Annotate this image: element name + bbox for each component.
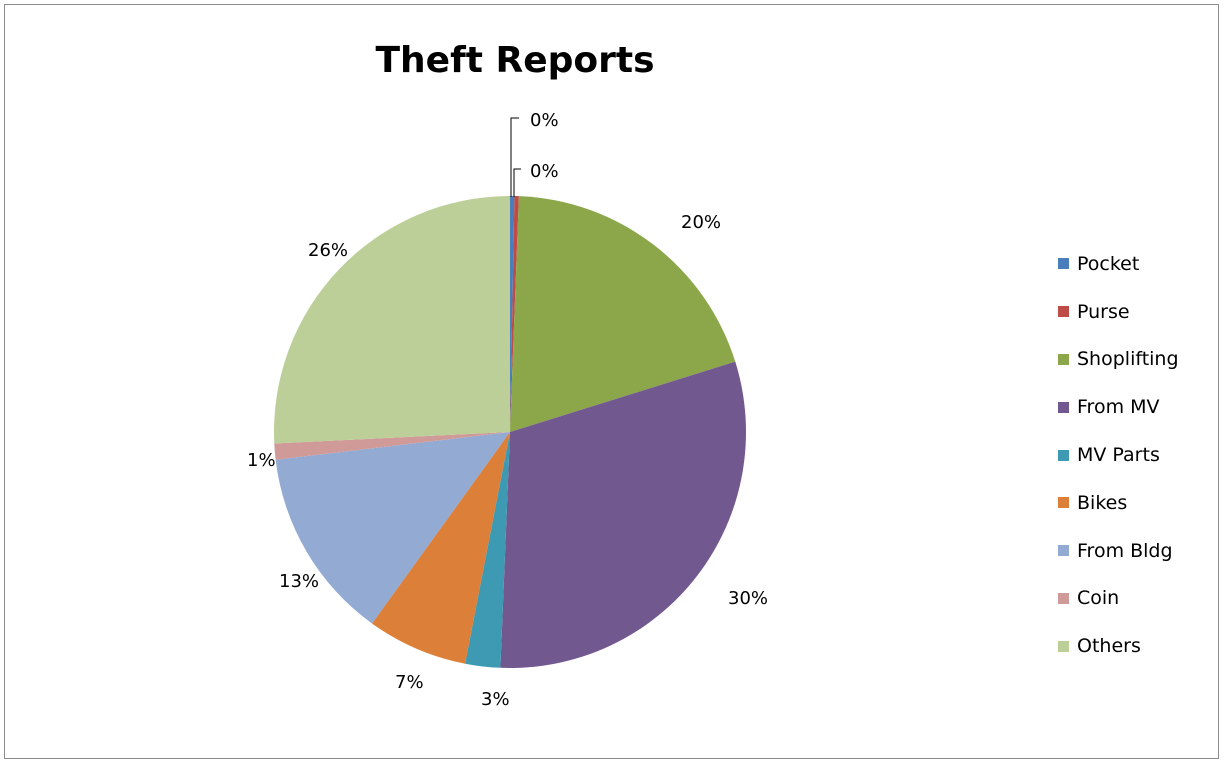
pie-slice-pocket bbox=[510, 196, 515, 432]
pie-slice-from-bldg bbox=[275, 432, 510, 624]
legend-item-pocket: Pocket bbox=[1058, 240, 1179, 288]
leader-line-pocket bbox=[510, 117, 519, 197]
legend-item-from-bldg: From Bldg bbox=[1058, 527, 1179, 575]
legend-swatch bbox=[1058, 401, 1069, 413]
pie-slice-others bbox=[274, 196, 510, 444]
legend-label: Purse bbox=[1077, 300, 1130, 323]
legend-label: Others bbox=[1077, 635, 1141, 658]
legend-swatch bbox=[1058, 592, 1069, 604]
pie-slice-shoplifting bbox=[510, 196, 736, 432]
data-label-mv-parts: 3% bbox=[481, 689, 510, 710]
data-label-pocket: 0% bbox=[530, 110, 559, 131]
legend-item-purse: Purse bbox=[1058, 288, 1179, 336]
legend-item-bikes: Bikes bbox=[1058, 479, 1179, 527]
data-label-coin: 1% bbox=[247, 450, 276, 471]
data-label-purse: 0% bbox=[530, 161, 559, 182]
legend-label: From MV bbox=[1077, 396, 1160, 419]
legend-label: From Bldg bbox=[1077, 539, 1173, 562]
data-label-from-bldg: 13% bbox=[279, 571, 319, 592]
leader-line-purse bbox=[513, 168, 521, 197]
pie-slice-coin bbox=[274, 432, 510, 460]
pie-slice-from-mv bbox=[500, 361, 746, 668]
legend-item-mv-parts: MV Parts bbox=[1058, 431, 1179, 479]
legend-swatch bbox=[1058, 258, 1069, 270]
legend-label: Pocket bbox=[1077, 252, 1140, 275]
legend-item-shoplifting: Shoplifting bbox=[1058, 336, 1179, 384]
data-label-from-mv: 30% bbox=[728, 588, 768, 609]
legend-swatch bbox=[1058, 640, 1069, 652]
legend-swatch bbox=[1058, 545, 1069, 557]
legend-swatch bbox=[1058, 306, 1069, 318]
legend-swatch bbox=[1058, 449, 1069, 461]
chart-legend: Pocket Purse Shoplifting From MV MV Parts Bik… bbox=[1058, 240, 1179, 670]
data-label-bikes: 7% bbox=[395, 672, 424, 693]
pie-slice-purse bbox=[510, 196, 519, 432]
pie-slice-bikes bbox=[372, 432, 510, 664]
legend-swatch bbox=[1058, 497, 1069, 509]
data-label-others: 26% bbox=[308, 240, 348, 261]
legend-item-from-mv: From MV bbox=[1058, 383, 1179, 431]
legend-label: Coin bbox=[1077, 587, 1120, 610]
legend-item-coin: Coin bbox=[1058, 575, 1179, 623]
legend-item-others: Others bbox=[1058, 622, 1179, 670]
legend-label: MV Parts bbox=[1077, 444, 1160, 467]
data-label-shoplifting: 20% bbox=[681, 212, 721, 233]
legend-label: Bikes bbox=[1077, 491, 1128, 514]
legend-label: Shoplifting bbox=[1077, 348, 1179, 371]
legend-swatch bbox=[1058, 353, 1069, 365]
chart-title: Theft Reports bbox=[375, 40, 655, 81]
pie-slice-mv-parts bbox=[465, 432, 510, 668]
